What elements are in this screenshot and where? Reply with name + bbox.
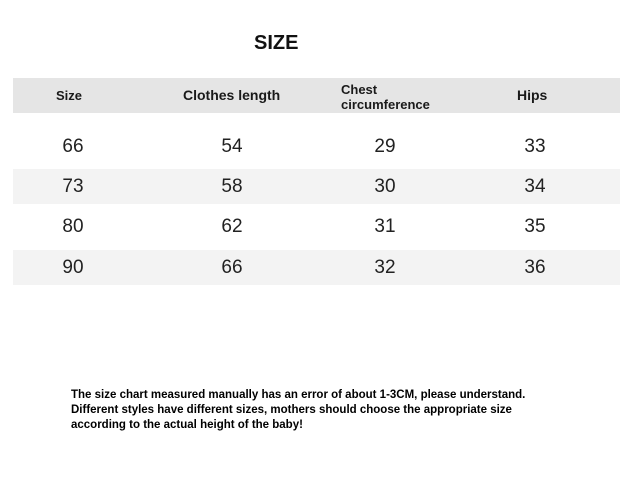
table-row: 66 54 29 33 — [13, 129, 620, 164]
cell-size: 80 — [62, 216, 84, 237]
cell-size: 90 — [62, 257, 84, 278]
cell-clothes-length: 62 — [221, 216, 243, 237]
cell-hips: 36 — [524, 257, 546, 278]
header-size: Size — [56, 88, 83, 103]
header-clothes-length: Clothes length — [183, 87, 281, 103]
header-chest-line2: circumference — [341, 97, 430, 112]
cell-hips: 34 — [524, 176, 546, 197]
cell-hips: 33 — [524, 136, 546, 157]
table-row: 80 62 31 35 — [13, 209, 620, 244]
cell-hips: 35 — [524, 216, 546, 237]
cell-size: 66 — [62, 136, 84, 157]
cell-chest: 29 — [374, 136, 396, 157]
note-line: The size chart measured manually has an … — [71, 389, 526, 401]
cell-clothes-length: 58 — [221, 176, 243, 197]
cell-chest: 32 — [374, 257, 396, 278]
page-title: SIZE — [254, 32, 299, 54]
note-line: Different styles have different sizes, m… — [71, 404, 512, 416]
table-row: 73 58 30 34 — [13, 169, 620, 204]
header-hips: Hips — [517, 87, 548, 103]
note-line: according to the actual height of the ba… — [71, 419, 303, 431]
cell-clothes-length: 54 — [221, 136, 243, 157]
cell-clothes-length: 66 — [221, 257, 243, 278]
cell-chest: 31 — [374, 216, 396, 237]
header-chest-circumference: Chest circumference — [341, 82, 430, 112]
table-row: 90 66 32 36 — [13, 250, 620, 285]
size-note: The size chart measured manually has an … — [71, 388, 525, 433]
table-header: Size Clothes length Chest circumference … — [13, 78, 620, 113]
cell-size: 73 — [62, 176, 84, 197]
header-chest-line1: Chest — [341, 82, 378, 97]
cell-chest: 30 — [374, 176, 396, 197]
